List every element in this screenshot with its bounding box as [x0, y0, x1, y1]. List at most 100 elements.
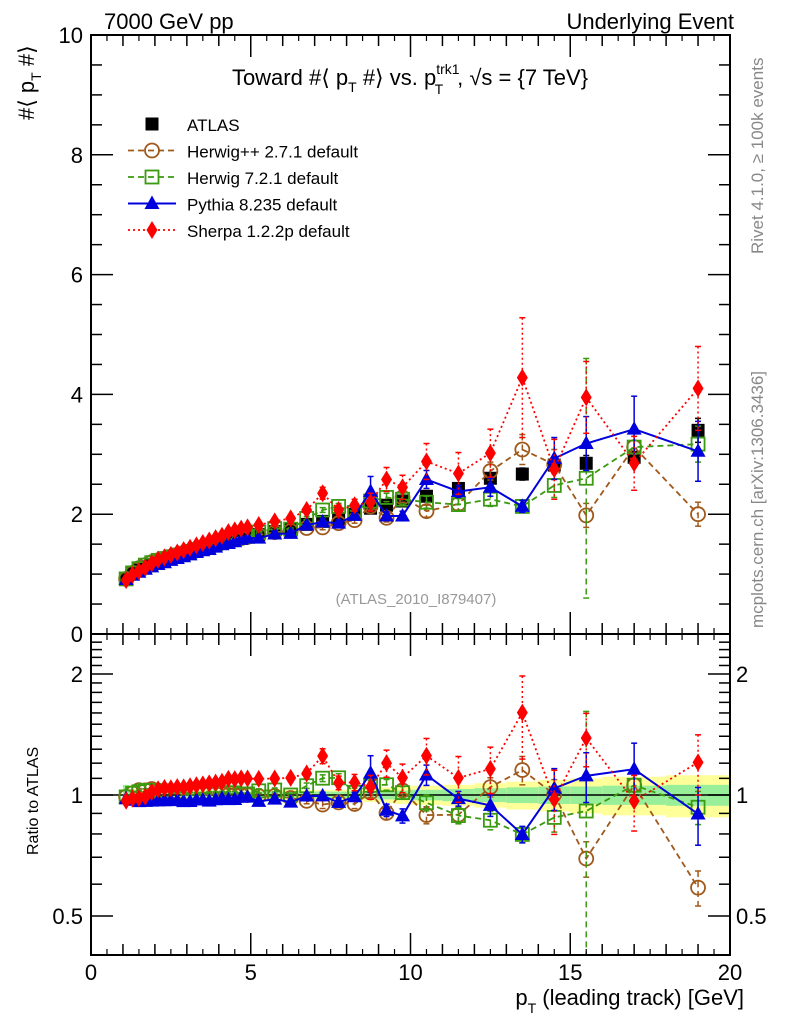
- legend-label: Herwig 7.2.1 default: [187, 169, 338, 188]
- header-left-label: 7000 GeV pp: [104, 9, 234, 34]
- main-ytick-label: 10: [59, 23, 83, 48]
- data-point: [365, 493, 377, 512]
- series-pythia-8-235-default: [118, 395, 706, 585]
- data-point: [331, 515, 347, 529]
- data-point: [251, 793, 267, 807]
- ratio-ytick-label-right: 0.5: [736, 904, 767, 929]
- rivet-version-label: Rivet 4.1.0, ≥ 100k events: [748, 58, 767, 254]
- data-point: [251, 530, 267, 544]
- data-point: [171, 778, 183, 797]
- legend-item: Sherpa 1.2.2p default: [128, 221, 350, 241]
- data-point: [242, 769, 254, 788]
- series-herwig-7-2-1-default: [118, 710, 706, 955]
- ylabel-pre: #⟨ p: [14, 81, 39, 120]
- data-point: [580, 388, 592, 407]
- data-point: [317, 747, 329, 766]
- title-mid: #⟩ vs. p: [357, 65, 437, 90]
- data-point: [397, 478, 409, 497]
- data-point: [333, 773, 345, 792]
- legend-item: Herwig++ 2.7.1 default: [128, 143, 358, 162]
- data-point: [349, 773, 361, 792]
- series-line: [125, 445, 699, 580]
- data-point: [152, 780, 164, 799]
- data-point: [285, 509, 297, 528]
- series-herwig-2-7-1-default: [118, 431, 706, 587]
- xtick-label: 15: [558, 960, 582, 985]
- data-point: [484, 759, 496, 778]
- data-point: [578, 435, 594, 450]
- data-point: [120, 791, 132, 810]
- series-sherpa-1-2-2p-default: [120, 675, 704, 836]
- data-point: [267, 791, 283, 805]
- legend-item: ATLAS: [145, 116, 240, 135]
- data-point: [452, 464, 464, 483]
- main-ytick-label: 2: [71, 502, 83, 527]
- data-point: [395, 807, 411, 822]
- ratio-ytick-label-right: 1: [736, 783, 748, 808]
- data-point: [363, 483, 379, 497]
- data-point: [127, 789, 139, 808]
- legend-marker: [145, 117, 159, 131]
- data-point: [548, 790, 560, 809]
- data-point: [229, 770, 241, 789]
- data-point: [178, 778, 190, 797]
- data-point: [253, 769, 265, 788]
- data-point: [331, 794, 347, 808]
- data-point: [269, 512, 281, 531]
- data-point: [347, 788, 363, 803]
- data-point: [333, 501, 345, 520]
- data-point: [165, 779, 177, 798]
- xtick-label: 20: [718, 960, 742, 985]
- data-point: [484, 444, 496, 463]
- data-point: [628, 792, 640, 811]
- main-ytick-label: 8: [71, 143, 83, 168]
- data-point: [452, 768, 464, 787]
- data-point: [419, 795, 434, 811]
- legend-marker: [144, 195, 160, 209]
- ratio-ylabel: Ratio to ATLAS: [25, 747, 42, 855]
- main-ylabel: #⟨ pT #⟩: [14, 45, 44, 120]
- ratio-panel: 0.5 0.5 1 1 2 2 0 5 10 15 20 Ratio to ATLAS pT (l…: [25, 633, 767, 1016]
- data-point: [692, 379, 704, 398]
- xtick-label: 10: [398, 960, 422, 985]
- ratio-ytick-label: 0.5: [52, 904, 83, 929]
- data-point: [301, 764, 313, 783]
- data-point: [690, 805, 706, 820]
- main-ytick-label: 0: [71, 622, 83, 647]
- data-point: [548, 460, 560, 479]
- data-point: [363, 765, 379, 779]
- data-point: [315, 787, 331, 802]
- main-ytick-label: 4: [71, 382, 83, 407]
- data-point: [267, 525, 283, 540]
- legend-label: Pythia 8.235 default: [187, 196, 338, 215]
- data-point: [315, 513, 331, 528]
- data-point: [450, 483, 466, 497]
- xlabel-sub: T: [528, 1000, 537, 1016]
- data-point: [240, 530, 256, 544]
- data-point: [235, 519, 247, 538]
- data-point: [210, 773, 222, 792]
- data-point: [381, 754, 393, 773]
- data-point: [349, 496, 361, 515]
- data-point: [692, 753, 704, 772]
- legend-item: Herwig 7.2.1 default: [128, 169, 338, 188]
- data-point: [285, 768, 297, 787]
- data-point: [197, 775, 209, 794]
- series-line: [125, 428, 699, 581]
- data-point: [253, 515, 265, 534]
- title-sub2: T: [435, 81, 444, 97]
- data-point: [381, 470, 393, 489]
- data-point: [690, 443, 706, 457]
- ylabel-sub: T: [28, 72, 44, 81]
- mcplots-label: mcplots.cern.ch [arXiv:1306.3436]: [748, 371, 767, 628]
- data-point: [269, 769, 281, 788]
- data-point: [628, 454, 640, 473]
- data-point: [578, 803, 594, 819]
- data-point: [419, 494, 434, 510]
- data-point: [365, 777, 377, 796]
- data-point: [514, 826, 530, 840]
- series-sherpa-1-2-2p-default: [120, 316, 704, 590]
- header-right-label: Underlying Event: [566, 9, 734, 34]
- data-point: [203, 774, 215, 793]
